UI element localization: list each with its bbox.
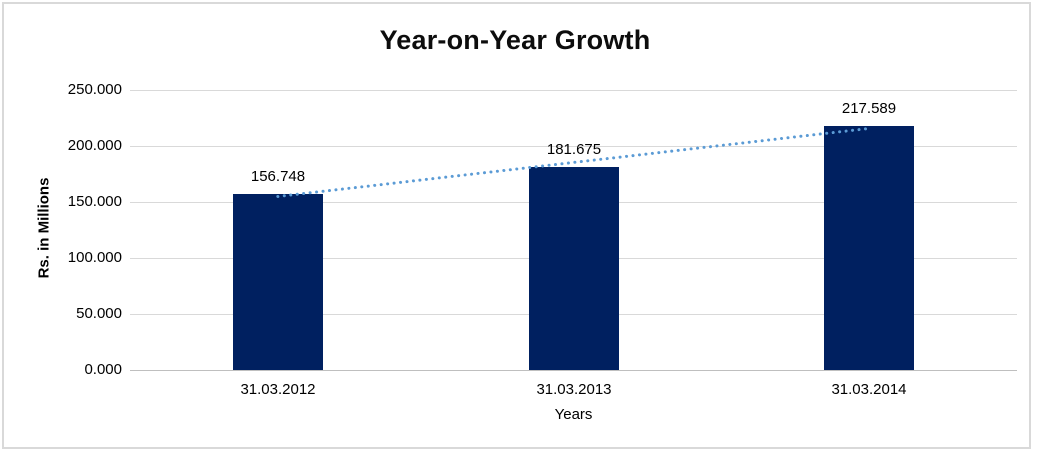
y-tick-label: 0.000 (84, 361, 122, 378)
y-tick-label: 100.000 (67, 249, 122, 266)
y-tick-label: 250.000 (67, 81, 122, 98)
bar (824, 126, 914, 370)
bar (233, 194, 323, 370)
x-tick-label: 31.03.2014 (831, 381, 907, 398)
bar (529, 167, 619, 370)
x-axis-line (130, 370, 1017, 371)
x-tick-label: 31.03.2013 (536, 381, 612, 398)
bar-value-label: 217.589 (841, 100, 897, 117)
bar-value-label: 181.675 (546, 141, 602, 158)
y-tick-label: 200.000 (67, 137, 122, 154)
y-tick-label: 50.000 (76, 305, 122, 322)
gridline (130, 90, 1017, 91)
x-tick-label: 31.03.2012 (240, 381, 316, 398)
y-tick-label: 150.000 (67, 193, 122, 210)
bar-value-label: 156.748 (250, 168, 306, 185)
chart-title: Year-on-Year Growth (379, 25, 651, 55)
plot-area: 156.748 181.675 217.589 (130, 90, 1017, 371)
x-axis-title: Years (554, 406, 593, 423)
